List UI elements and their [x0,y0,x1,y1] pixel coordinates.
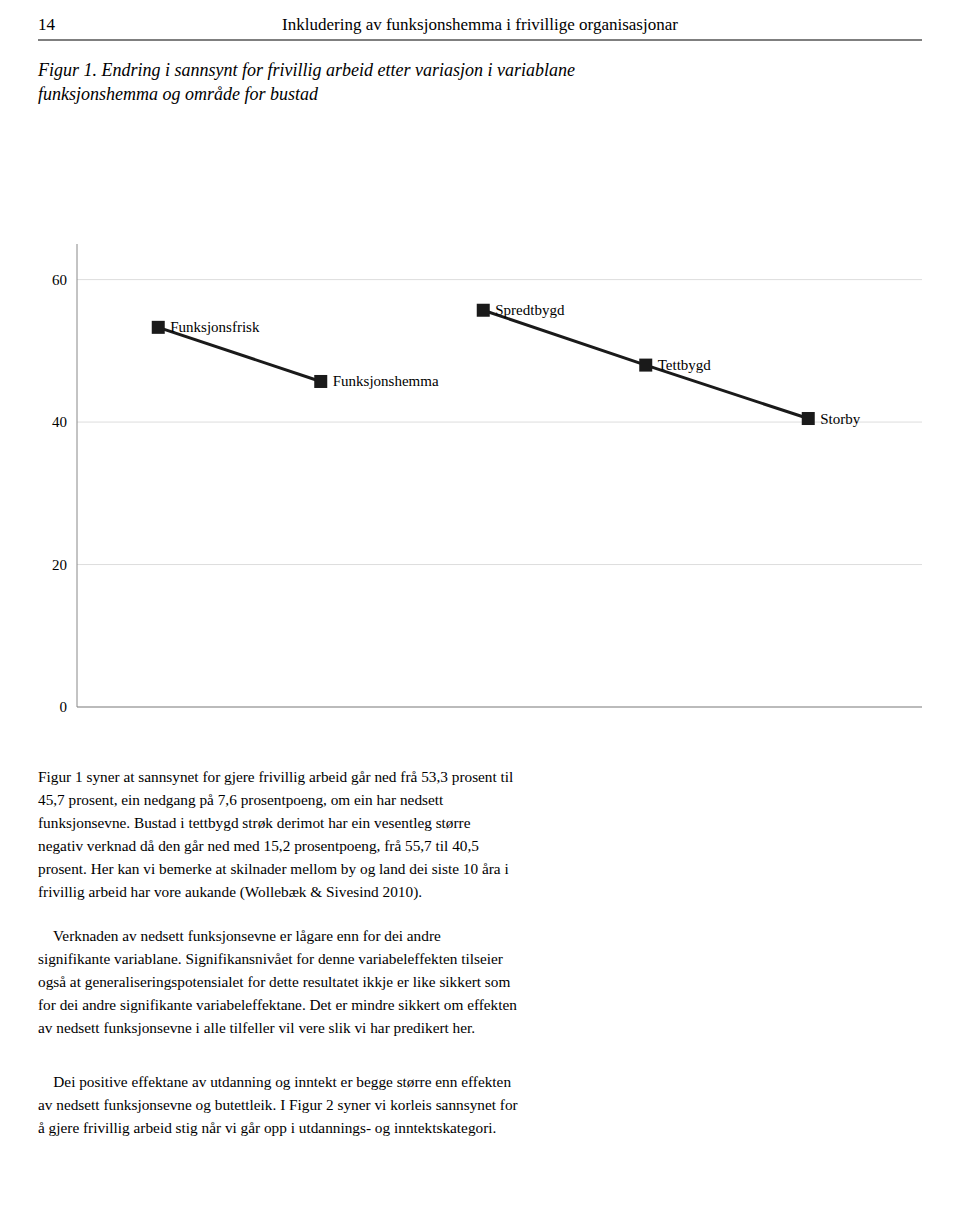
x-axis-line [77,707,922,708]
chart-title: Figur 1. Endring i sannsynt for frivilli… [37,60,575,104]
body-line: av nedsett funksjonsevne og butettleik. … [38,1096,518,1113]
body-line: Dei positive effektane av utdanning og i… [38,1073,511,1090]
body-line: funksjonsevne. Bustad i tettbygd strøk d… [38,814,471,831]
y-axis-line [77,244,78,707]
header-title: Inkludering av funksjonshemma i frivilli… [282,15,678,34]
marker [639,359,652,372]
data-marks [152,304,815,425]
point-labels: Funksjonsfrisk Funksjonshemma Spredtbygd Te… [170,302,861,426]
header-number: 14 [38,15,56,34]
y-tick-label: 20 [52,557,67,573]
marker [802,412,815,425]
body-paragraph: Dei positive effektane av utdanning og i… [38,1073,518,1136]
chart: 0 20 40 60 Funksjonsfrisk Funksjonshemma Spred… [52,244,922,715]
body-line: Figur 1 syner at sannsynet for gjere fri… [38,768,513,785]
line [483,310,808,418]
grid-line [77,279,922,280]
marker [152,321,165,334]
body-line: prosent. Her kan vi bemerke at skilnader… [38,860,509,877]
grid-line [77,564,922,565]
point-label: Tettbygd [658,357,712,373]
body-line: av nedsett funksjonsevne i alle tilfelle… [38,1019,475,1036]
point-label: Funksjonsfrisk [170,319,260,335]
page: 14 Inkludering av funksjonshemma i frivil… [0,0,960,1218]
line [158,327,321,381]
marker [314,375,327,388]
body-line: å gjere frivillig arbeid stig når vi går… [38,1119,496,1136]
point-label: Spredtbygd [495,302,565,318]
body-paragraph: Figur 1 syner at sannsynet for gjere fri… [38,768,513,901]
marker [477,304,490,317]
header-rule [38,39,922,40]
body-paragraph: Verknaden av nedsett funksjonsevne er lå… [38,927,517,1036]
grid-line [77,707,922,708]
body-line: signifikante variablane. Signifikansnivå… [38,950,503,967]
y-tick-label: 40 [52,414,67,430]
body-line: 45,7 prosent, ein nedgang på 7,6 prosent… [38,791,444,808]
chart-title-line: Figur 1. Endring i sannsynt for frivilli… [37,60,575,80]
body-line: også at generaliseringspotensialet for d… [38,973,510,990]
y-tick-label: 0 [60,699,68,715]
chart-title-line: funksjonshemma og område for bustad [38,84,319,104]
point-label: Storby [820,411,861,427]
body-line: frivillig arbeid har vore aukande (Wolle… [38,883,422,901]
body-line: Verknaden av nedsett funksjonsevne er lå… [38,927,441,944]
y-tick-label: 60 [52,272,67,288]
grid-line [77,422,922,423]
body-line: negativ verknad då den går ned med 15,2 … [38,837,479,854]
body-line: for dei andre signifikante variabeleffek… [38,996,517,1013]
point-label: Funksjonshemma [333,373,439,389]
